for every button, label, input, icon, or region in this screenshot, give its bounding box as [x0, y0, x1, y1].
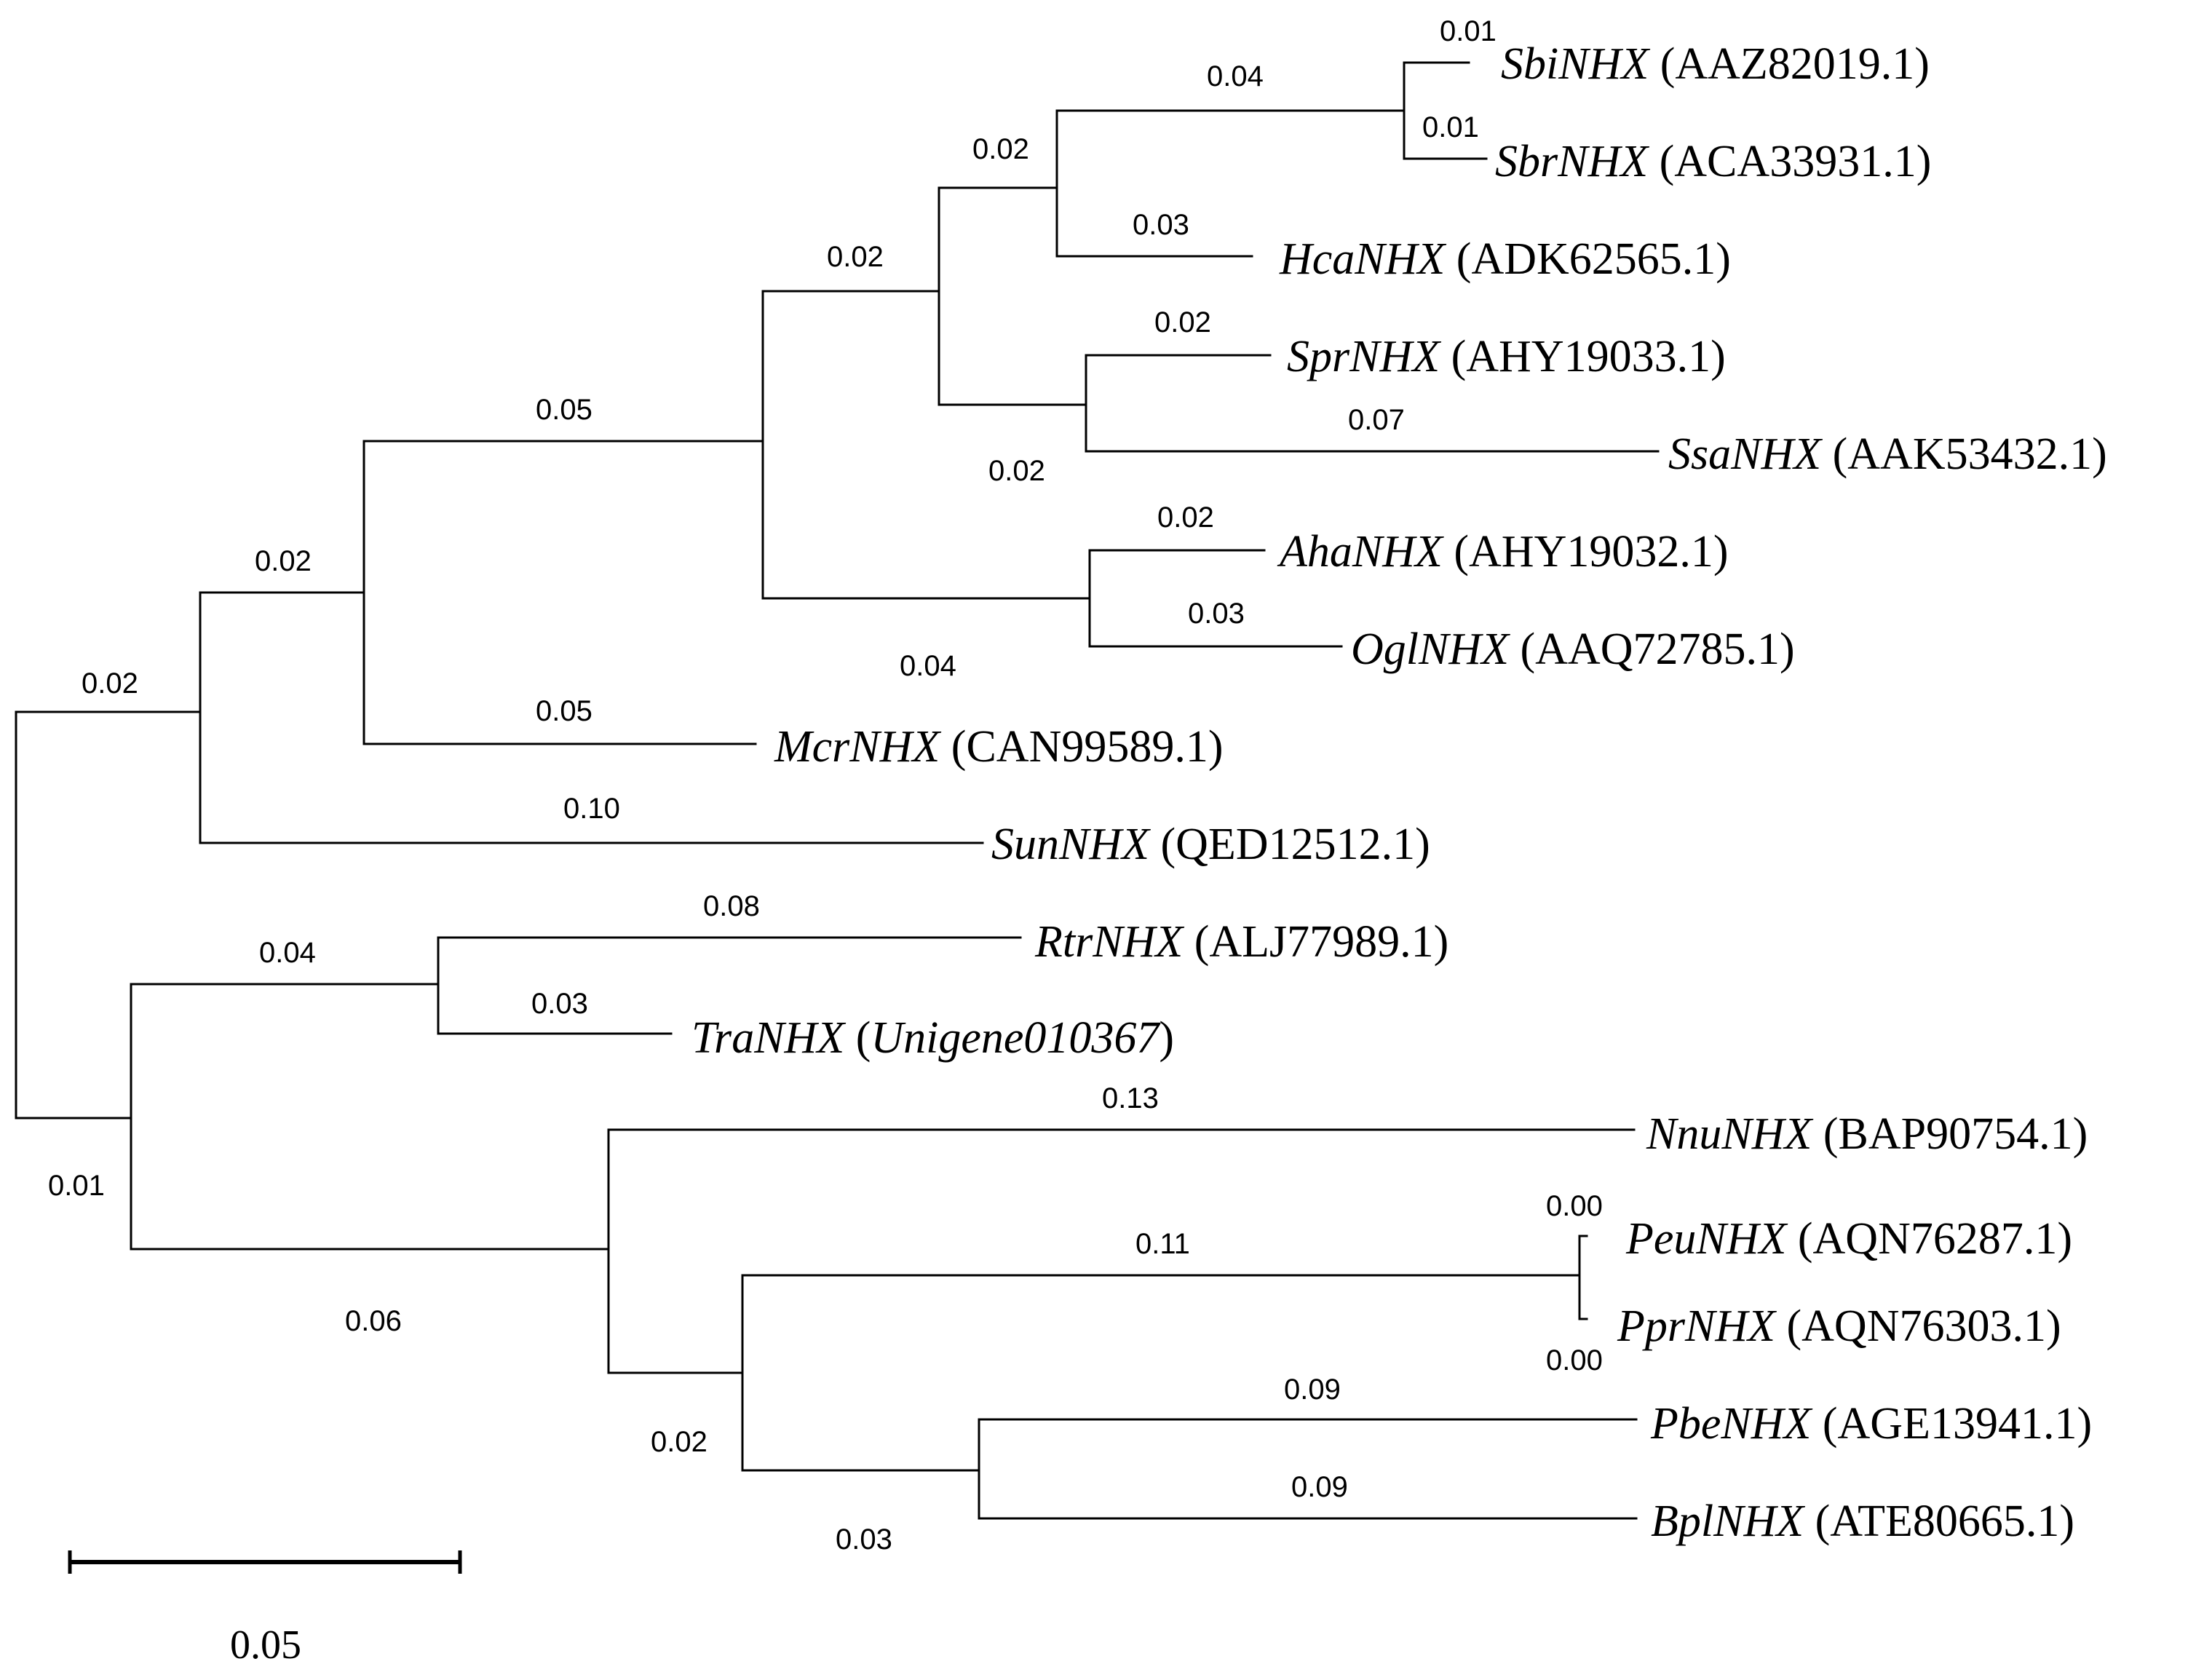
- accession-open: (: [856, 1013, 871, 1063]
- species-name: SsaNHX: [1668, 429, 1823, 479]
- blen-peu: 0.00: [1546, 1190, 1603, 1222]
- taxon-tra: TraNHX (Unigene010367): [691, 1013, 1174, 1063]
- taxon-ssa: SsaNHX (AAK53432.1): [1668, 429, 2107, 479]
- scale-bar: 0.05: [68, 1550, 462, 1668]
- accession-id: (ATE80665.1): [1815, 1497, 2074, 1546]
- accession-id: (CAN99589.1): [951, 722, 1224, 772]
- accession-id: (BAP90754.1): [1823, 1109, 2088, 1159]
- accession-id: (ADK62565.1): [1456, 234, 1731, 284]
- blen-sbr: 0.01: [1422, 111, 1479, 143]
- blen-poplar-clade-stem: 0.02: [651, 1426, 707, 1458]
- blen-lower-root-stem: 0.01: [48, 1170, 105, 1202]
- accession-id: (AQN76287.1): [1798, 1214, 2072, 1264]
- taxon-spr: SprNHX (AHY19033.1): [1287, 332, 1726, 381]
- species-name: McrNHX: [774, 722, 941, 772]
- taxon-bpl: BplNHX (ATE80665.1): [1651, 1497, 2074, 1546]
- blen-bpl: 0.09: [1291, 1471, 1348, 1503]
- species-name: BplNHX: [1651, 1497, 1805, 1546]
- accession-id: (AAZ82019.1): [1660, 39, 1930, 89]
- species-name: NnuNHX: [1646, 1109, 1813, 1159]
- blen-core-clade-stem: 0.02: [827, 241, 884, 273]
- species-name: SprNHX: [1287, 332, 1441, 381]
- blen-mcr: 0.05: [536, 695, 592, 727]
- accession-id: (ACA33931.1): [1660, 137, 1932, 186]
- species-name: SbrNHX: [1495, 137, 1649, 186]
- species-name: PeuNHX: [1625, 1214, 1788, 1264]
- species-name: PbeNHX: [1650, 1399, 1813, 1449]
- taxon-aha: AhaNHX (AHY19032.1): [1277, 527, 1729, 576]
- blen-nnu-clade-stem: 0.06: [345, 1305, 402, 1337]
- accession-close: ): [1159, 1013, 1174, 1063]
- accession-id: (AGE13941.1): [1823, 1399, 2092, 1449]
- scale-bar-label: 0.05: [230, 1622, 301, 1668]
- taxon-pbe: PbeNHX (AGE13941.1): [1650, 1399, 2092, 1449]
- species-name: SbiNHX: [1501, 39, 1650, 89]
- species-name: OglNHX: [1351, 625, 1510, 674]
- blen-nnu: 0.13: [1102, 1082, 1159, 1114]
- taxon-mcr: McrNHX (CAN99589.1): [774, 722, 1224, 772]
- blen-sun: 0.10: [563, 793, 620, 825]
- accession-id: (ALJ77989.1): [1194, 917, 1449, 967]
- accession-id: (AAQ72785.1): [1521, 625, 1795, 674]
- accession-id: (AAK53432.1): [1833, 429, 2107, 479]
- taxon-nnu: NnuNHX (BAP90754.1): [1646, 1109, 2088, 1159]
- accession-id: Unigene010367: [871, 1013, 1161, 1063]
- accession-id: (AHY19033.1): [1451, 332, 1726, 381]
- species-name: AhaNHX: [1277, 527, 1444, 576]
- blen-tra: 0.03: [531, 988, 588, 1020]
- blen-ssa: 0.07: [1348, 404, 1405, 436]
- blen-peu-ppr-stem: 0.11: [1135, 1228, 1190, 1260]
- species-name: RtrNHX: [1034, 917, 1184, 967]
- blen-mcr-clade-stem: 0.02: [255, 545, 312, 577]
- blen-hca: 0.03: [1133, 209, 1189, 241]
- blen-spr-ssa-stem: 0.02: [988, 455, 1045, 487]
- accession-id: (QED12512.1): [1161, 820, 1430, 869]
- blen-spr: 0.02: [1154, 306, 1211, 338]
- taxon-sbr: SbrNHX (ACA33931.1): [1495, 137, 1931, 186]
- blen-pbe: 0.09: [1284, 1374, 1341, 1406]
- blen-aha: 0.02: [1157, 502, 1214, 534]
- taxon-peu: PeuNHX (AQN76287.1): [1625, 1214, 2072, 1264]
- taxon-rtr: RtrNHX (ALJ77989.1): [1034, 917, 1448, 967]
- blen-pbe-bpl-stem: 0.03: [836, 1524, 892, 1556]
- taxon-ogl: OglNHX (AAQ72785.1): [1351, 625, 1795, 674]
- taxon-sun: SunNHX (QED12512.1): [991, 820, 1430, 869]
- tree-branches: [15, 61, 1660, 1520]
- blen-ogl: 0.03: [1188, 598, 1245, 630]
- accession-id: (AHY19032.1): [1454, 527, 1728, 576]
- species-name: SunNHX: [991, 820, 1151, 869]
- branch-upper-root: [15, 710, 202, 844]
- taxon-labels: SbiNHX (AAZ82019.1) SbrNHX (ACA33931.1) …: [691, 39, 2107, 1546]
- blen-rtr-tra-stem: 0.04: [259, 937, 316, 969]
- taxon-ppr: PprNHX (AQN76303.1): [1617, 1301, 2061, 1351]
- blen-ppr: 0.00: [1546, 1344, 1603, 1376]
- taxon-sbi: SbiNHX (AAZ82019.1): [1501, 39, 1930, 89]
- taxon-hca: HcaNHX (ADK62565.1): [1279, 234, 1731, 284]
- species-name: HcaNHX: [1279, 234, 1446, 284]
- blen-rtr: 0.08: [703, 890, 760, 922]
- species-name: TraNHX: [691, 1013, 846, 1063]
- blen-upper-root-stem: 0.02: [82, 667, 138, 700]
- blen-sbi-hca-stem: 0.02: [972, 133, 1029, 165]
- blen-big-clade-stem: 0.05: [536, 394, 592, 426]
- blen-aha-ogl-stem: 0.04: [900, 650, 956, 682]
- branch-length-labels: 0.01 0.01 0.04 0.03 0.02 0.02 0.07 0.02 …: [48, 15, 1603, 1556]
- species-name: PprNHX: [1617, 1301, 1777, 1351]
- accession-id: (AQN76303.1): [1787, 1301, 2061, 1351]
- blen-sbi: 0.01: [1440, 15, 1497, 47]
- blen-sbi-sbr-stem: 0.04: [1207, 60, 1264, 92]
